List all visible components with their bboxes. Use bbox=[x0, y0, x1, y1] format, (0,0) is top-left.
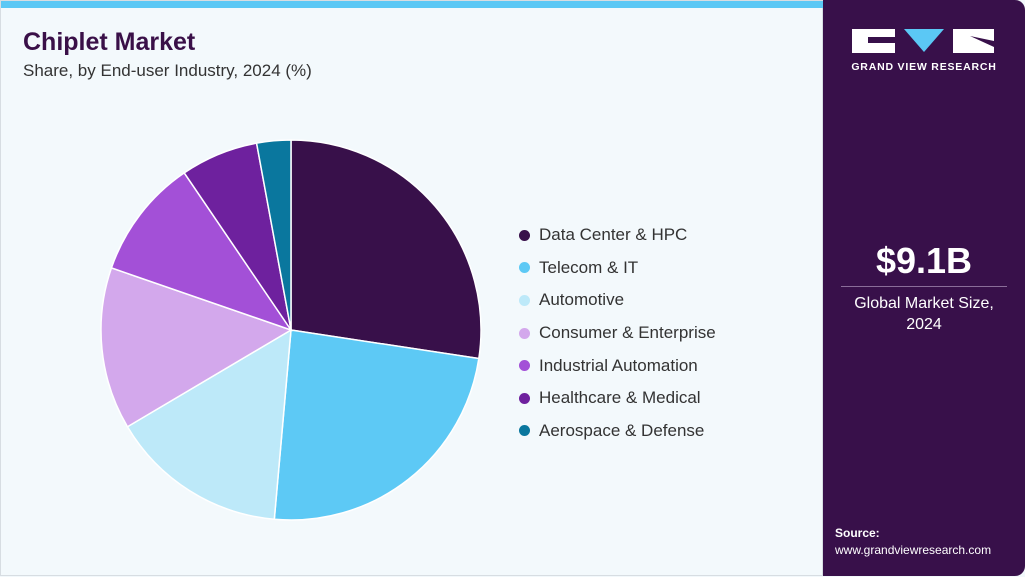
legend-swatch bbox=[519, 262, 530, 274]
caption-line-1: Global Market Size, bbox=[854, 295, 994, 312]
chart-subtitle: Share, by End-user Industry, 2024 (%) bbox=[23, 61, 312, 80]
legend-item: Telecom & IT bbox=[519, 252, 716, 285]
pie-slice-consumer-enterprise bbox=[100, 266, 293, 428]
chart-panel: Chiplet Market Share, by End-user Indust… bbox=[0, 0, 824, 576]
pie-slice-data-center-hpc bbox=[290, 139, 482, 360]
market-size-value: $9.1B bbox=[875, 240, 973, 281]
legend-item: Data Center & HPC bbox=[519, 219, 716, 252]
market-size-caption: Global Market Size, 2024 bbox=[823, 293, 1025, 335]
accent-bar bbox=[1, 1, 824, 8]
legend-item: Healthcare & Medical bbox=[519, 382, 716, 415]
legend-swatch bbox=[519, 360, 530, 372]
legend-label: Industrial Automation bbox=[539, 355, 698, 375]
legend-item: Industrial Automation bbox=[519, 349, 716, 382]
legend-swatch bbox=[519, 229, 530, 241]
legend-label: Aerospace & Defense bbox=[539, 420, 705, 440]
legend-label: Telecom & IT bbox=[539, 257, 639, 277]
legend-swatch bbox=[519, 392, 530, 404]
logo-text: GRAND VIEW RESEARCH bbox=[851, 61, 997, 73]
pie-slice-automotive bbox=[126, 328, 292, 521]
legend-label: Data Center & HPC bbox=[539, 225, 688, 245]
legend-swatch bbox=[519, 425, 530, 437]
legend-swatch bbox=[519, 294, 530, 306]
pie-slice-industrial-automation bbox=[110, 171, 293, 332]
pie-slice-telecom-it bbox=[273, 329, 480, 521]
legend-swatch bbox=[519, 327, 530, 339]
legend-item: Consumer & Enterprise bbox=[519, 317, 716, 350]
legend-label: Consumer & Enterprise bbox=[539, 323, 716, 343]
caption-line-2: 2024 bbox=[906, 316, 942, 333]
legend-label: Automotive bbox=[539, 290, 625, 310]
chart-title: Chiplet Market bbox=[23, 28, 196, 56]
legend: Data Center & HPC Telecom & IT Automotive C… bbox=[519, 219, 716, 447]
divider bbox=[841, 286, 1007, 287]
legend-item: Aerospace & Defense bbox=[519, 415, 716, 448]
gvr-logo-icon bbox=[852, 29, 994, 53]
legend-label: Healthcare & Medical bbox=[539, 388, 701, 408]
pie-chart bbox=[100, 139, 482, 521]
sidebar: GRAND VIEW RESEARCH $9.1B Global Market … bbox=[823, 0, 1025, 576]
source-label: Source: bbox=[835, 526, 880, 540]
pie-slice-aerospace-defense bbox=[255, 139, 292, 331]
legend-item: Automotive bbox=[519, 284, 716, 317]
source-link[interactable]: www.grandviewresearch.com bbox=[835, 543, 992, 557]
